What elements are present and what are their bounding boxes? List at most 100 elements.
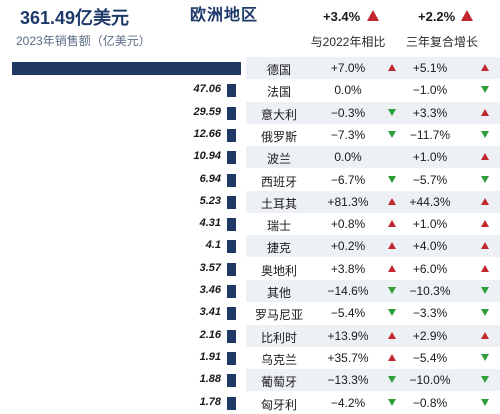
change-vs-2022-value: +3.8%: [330, 261, 366, 276]
country-label: 德国: [266, 63, 291, 77]
chart-row: 12.66 俄罗斯 −7.3% −11.7%: [0, 124, 500, 146]
cagr-value: −10.3%: [409, 284, 451, 298]
change-vs-2022-up-icon: [388, 264, 396, 272]
row-stripe: [246, 324, 500, 347]
change-vs-2022-value: +81.3%: [327, 194, 369, 209]
bar: [227, 262, 236, 276]
country-label: 意大利: [260, 107, 297, 122]
cagr-down-icon: [481, 398, 489, 406]
chart-row: 1.78 匈牙利 −4.2% −0.8%: [0, 392, 500, 414]
bar: [227, 173, 236, 187]
country-label: 瑞士: [266, 219, 291, 234]
cagr-down-icon: [481, 376, 489, 384]
change-vs-2022-value: +13.9%: [327, 328, 369, 343]
country-label: 其他: [266, 286, 291, 300]
row-stripe: [246, 146, 500, 169]
cagr-value: +1.0%: [412, 150, 448, 165]
chart-row: 1.91 乌克兰 +35.7% −5.4%: [0, 347, 500, 369]
bar-value-label: 4.31: [199, 217, 221, 230]
cagr-up-icon: [481, 220, 489, 228]
cagr-down-icon: [481, 130, 489, 138]
cagr-value: +5.1%: [412, 61, 448, 75]
country-label: 罗马尼亚: [254, 308, 303, 323]
bar-value-label: 1.88: [199, 373, 221, 386]
bar-value-label: 1.91: [199, 350, 221, 363]
chart-row: 3.41 罗马尼亚 −5.4% −3.3%: [0, 302, 500, 324]
cagr-value: +3.3%: [412, 105, 448, 120]
cagr-down-icon: [481, 175, 489, 183]
country-label: 西班牙: [260, 174, 297, 189]
cagr-value: +4.0%: [412, 239, 448, 254]
cagr-value: −5.7%: [412, 172, 448, 187]
change-vs-2022-down-icon: [388, 108, 396, 116]
row-stripe: [246, 190, 500, 213]
bar-value-label: 2.16: [199, 328, 221, 341]
cagr-up-icon: [481, 331, 489, 339]
change-vs-2022-value: 0.0%: [334, 83, 362, 98]
country-label: 奥地利: [260, 263, 297, 278]
bar: [227, 307, 236, 321]
cagr-value: −5.4%: [412, 350, 448, 365]
cagr-down-icon: [481, 309, 489, 317]
change-vs-2022-down-icon: [388, 287, 396, 294]
cagr-up-icon: [481, 242, 489, 250]
bar-value-label: 6.94: [199, 172, 221, 185]
bar: [227, 351, 236, 365]
country-label: 俄罗斯: [260, 129, 297, 144]
chart-row: 29.59 意大利 −0.3% +3.3%: [0, 101, 500, 124]
bar: [227, 329, 236, 343]
chart-row: 3.46 其他 −14.6% −10.3%: [0, 280, 500, 302]
bar-value-label: 12.66: [193, 127, 221, 140]
change-vs-2022-up-icon: [388, 64, 396, 71]
cagr-value: +44.3%: [409, 194, 451, 209]
bar-value-label: 5.23: [199, 194, 221, 207]
cagr-value: −3.3%: [412, 306, 448, 321]
cagr-value: −1.0%: [412, 83, 448, 98]
bar: [227, 218, 236, 232]
row-stripe: [246, 57, 500, 79]
cagr-value: +1.0%: [412, 217, 448, 232]
bar: [227, 240, 236, 254]
change-vs-2022-value: −5.4%: [330, 306, 366, 321]
cagr-value: −0.8%: [412, 395, 448, 410]
cagr-up-icon: [481, 197, 489, 205]
bar-value-label: 4.1: [205, 239, 221, 252]
chart-row: 1.88 葡萄牙 −13.3% −10.0%: [0, 369, 500, 392]
change-vs-2022-value: −14.6%: [327, 284, 369, 298]
bar-value-label: 47.06: [193, 83, 221, 96]
bar: [227, 374, 236, 388]
change-vs-2022-value: −4.2%: [330, 395, 366, 410]
change-vs-2022-value: +35.7%: [327, 350, 369, 365]
row-stripe: [246, 101, 500, 124]
country-label: 匈牙利: [260, 397, 297, 412]
change-vs-2022-value: −0.3%: [330, 105, 366, 120]
change-vs-2022-up-icon: [388, 242, 396, 250]
country-label: 比利时: [260, 330, 297, 345]
header-cagr-up-icon: [461, 10, 473, 21]
header-cagr-value: +2.2%: [418, 9, 456, 24]
row-stripe: [246, 235, 500, 258]
change-vs-2022-down-icon: [388, 398, 396, 406]
chart-row: 6.94 西班牙 −6.7% −5.7%: [0, 169, 500, 191]
change-vs-2022-down-icon: [388, 309, 396, 317]
change-vs-2022-value: −7.3%: [330, 127, 366, 142]
bar: [227, 151, 236, 165]
cagr-up-icon: [481, 108, 489, 116]
change-vs-2022-up-icon: [388, 197, 396, 205]
cagr-value: +2.9%: [412, 328, 448, 343]
cagr-value: −10.0%: [409, 373, 451, 388]
bar-value-label: 10.94: [193, 150, 221, 163]
change-vs-2022-up-icon: [388, 331, 396, 339]
bar: [227, 128, 236, 142]
cagr-up-icon: [481, 153, 489, 161]
country-label: 乌克兰: [260, 352, 297, 367]
cagr-up-icon: [481, 264, 489, 272]
bar-value-label: 1.78: [199, 395, 221, 408]
change-vs-2022-value: +0.8%: [330, 217, 366, 232]
chart-row: 10.94 波兰 0.0% +1.0%: [0, 146, 500, 169]
column-header-vs-2022: 与2022年相比: [310, 35, 386, 49]
region-title: 欧洲地区: [190, 7, 259, 24]
country-label: 葡萄牙: [260, 375, 297, 390]
change-vs-2022-up-icon: [388, 220, 396, 228]
chart-row: 4.31 瑞士 +0.8% +1.0%: [0, 213, 500, 235]
